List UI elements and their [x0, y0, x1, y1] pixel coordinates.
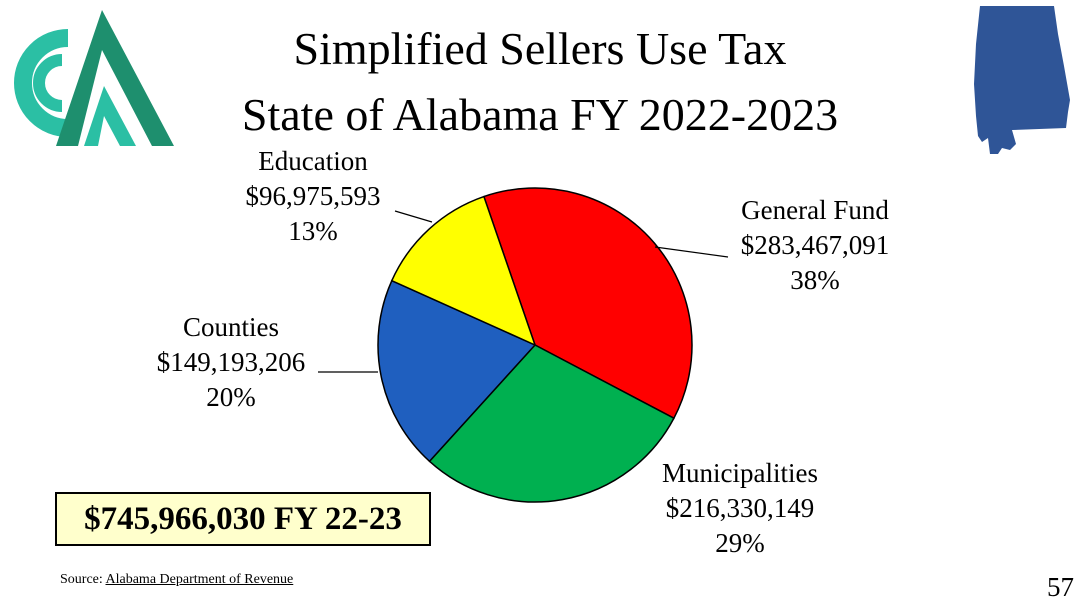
slice-label-education-amount: $96,975,593 — [246, 181, 381, 211]
slice-label-general-fund-name: General Fund — [741, 195, 889, 225]
page-number: 57 — [1047, 572, 1074, 602]
slice-label-education-name: Education — [258, 146, 368, 176]
slice-label-counties-amount: $149,193,206 — [157, 347, 306, 377]
slice-label-counties-percent: 20% — [206, 382, 256, 412]
pie-slice-counties — [377, 279, 537, 463]
slice-label-general-fund-amount: $283,467,091 — [741, 230, 890, 260]
slice-labels: General Fund $283,467,091 38% Municipalitie… — [157, 146, 890, 558]
pie-slice-education — [390, 195, 537, 347]
pie-slice-general-fund — [482, 187, 693, 420]
leader-line-education — [394, 210, 433, 223]
leader-lines — [318, 210, 729, 373]
source-link[interactable]: Alabama Department of Revenue — [105, 572, 294, 587]
source-prefix: Source: — [60, 572, 106, 587]
source-note: Source: Alabama Department of Revenue — [60, 572, 293, 588]
alabama-state-map-icon — [974, 6, 1070, 154]
slice-label-general-fund-percent: 38% — [790, 265, 840, 295]
slice-label-municipalities-name: Municipalities — [662, 458, 818, 488]
slice-label-counties-name: Counties — [183, 312, 279, 342]
slice-label-municipalities-amount: $216,330,149 — [666, 493, 815, 523]
pie-slices — [377, 187, 693, 503]
slice-label-municipalities-percent: 29% — [715, 528, 765, 558]
leader-line-general-fund — [654, 246, 729, 258]
pie-slice-municipalities — [428, 344, 675, 503]
slice-label-education-percent: 13% — [288, 216, 338, 246]
organization-logo — [14, 10, 174, 146]
title-line-1: Simplified Sellers Use Tax — [293, 23, 787, 74]
total-box: $745,966,030 FY 22-23 — [55, 492, 431, 546]
title-line-2: State of Alabama FY 2022-2023 — [241, 89, 839, 140]
